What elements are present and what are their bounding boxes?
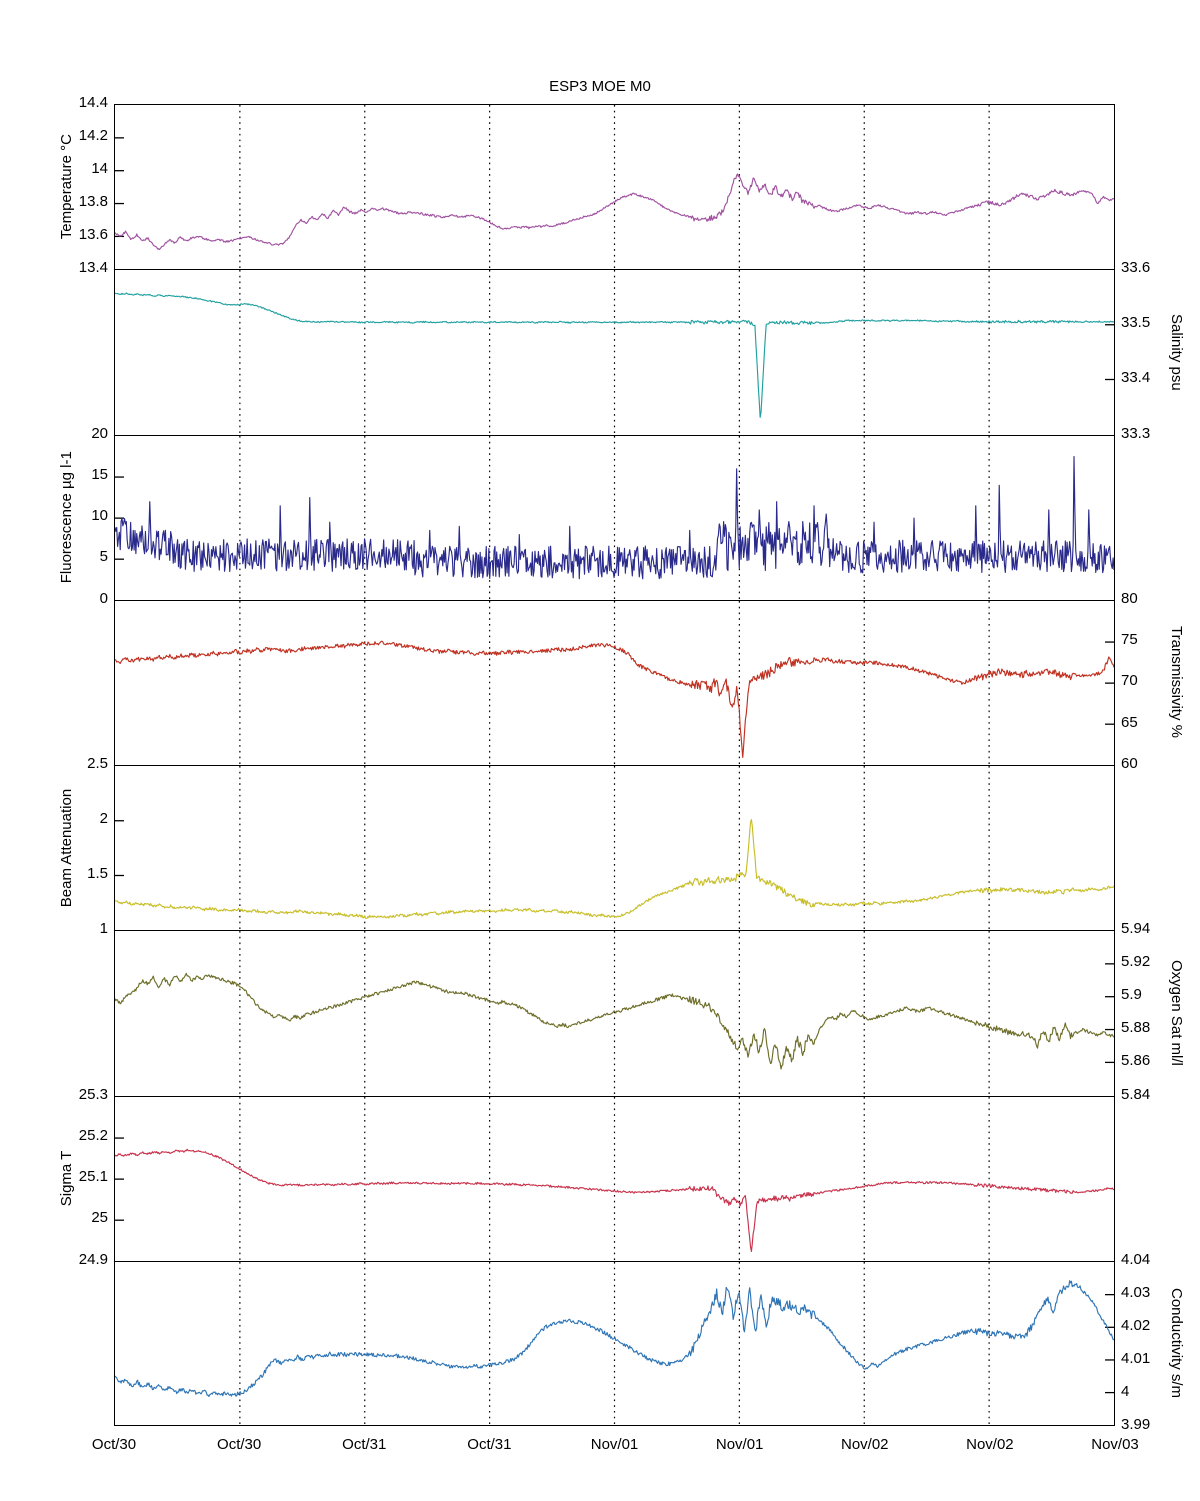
y-tick-label: 4.02	[1121, 1316, 1151, 1334]
axis-label-oxygen-sat: Oxygen Sat ml/l	[1168, 959, 1185, 1066]
y-tick-label: 4.04	[1121, 1250, 1151, 1268]
x-axis-tick-labels: Oct/30 Oct/30 Oct/31 Oct/31 Nov/01 Nov/01 Nov/…	[0, 1436, 1200, 1460]
y-tick-label: 20	[91, 424, 108, 442]
y-tick-label: 2	[99, 810, 108, 828]
x-tick-label: Oct/30	[217, 1436, 262, 1453]
x-tick-label: Nov/02	[966, 1436, 1014, 1453]
panel-stack	[114, 104, 1115, 1426]
series-line-salinity	[115, 292, 1114, 419]
series-line-oxygen-sat	[115, 973, 1114, 1070]
y-tick-label: 2.5	[87, 755, 108, 772]
plot-area-oxygen-sat	[115, 931, 1114, 1096]
y-tick-label: 75	[1121, 631, 1138, 649]
plot-area-beam-attenuation	[115, 766, 1114, 931]
y-tick-label: 25.3	[78, 1085, 108, 1103]
series-line-sigma-t	[115, 1148, 1114, 1252]
y-tick-label: 5.86	[1121, 1052, 1151, 1070]
x-tick-label: Oct/31	[342, 1436, 387, 1453]
y-tick-label: 1	[99, 920, 108, 938]
y-tick-label: 5.84	[1121, 1085, 1151, 1103]
y-tick-label: 13.4	[78, 259, 108, 277]
y-tick-label: 15	[91, 465, 108, 483]
series-line-fluorescence	[115, 455, 1114, 579]
y-tick-label: 4	[1121, 1382, 1130, 1400]
y-tick-label: 60	[1121, 755, 1138, 772]
y-tick-label: 65	[1121, 713, 1138, 731]
panel-conductivity	[114, 1260, 1115, 1426]
plot-area-salinity	[115, 270, 1114, 435]
plot-area-fluorescence	[115, 435, 1114, 600]
y-tick-label: 0	[99, 589, 108, 607]
y-tick-label: 25.2	[78, 1126, 108, 1144]
y-tick-label: 33.3	[1121, 424, 1151, 442]
panel-oxygen-sat	[114, 930, 1115, 1096]
series-line-transmissivity	[115, 640, 1114, 758]
plot-area-conductivity	[115, 1261, 1114, 1425]
axis-label-sigma-t: Sigma T	[58, 1150, 75, 1206]
panel-fluorescence	[114, 434, 1115, 600]
y-tick-label: 1.5	[87, 865, 108, 883]
y-tick-label: 4.03	[1121, 1283, 1151, 1301]
plot-area-transmissivity	[115, 600, 1114, 765]
y-tick-label: 80	[1121, 589, 1138, 607]
series-line-temperature	[115, 173, 1114, 251]
x-tick-label: Oct/30	[91, 1436, 137, 1453]
y-tick-label: 13.6	[78, 226, 108, 244]
plot-area-temperature	[115, 105, 1114, 270]
y-tick-label: 4.01	[1121, 1349, 1151, 1367]
axis-label-fluorescence: Fluorescence µg l-1	[58, 451, 75, 584]
y-tick-label: 5.88	[1121, 1019, 1151, 1037]
chart-title: ESP3 MOE M0	[549, 78, 651, 95]
y-tick-label: 13.8	[78, 193, 108, 211]
axis-label-conductivity: Conductivity s/m	[1168, 1288, 1185, 1399]
axis-label-salinity: Salinity psu	[1168, 313, 1185, 391]
x-tick-label: Nov/01	[590, 1436, 639, 1453]
y-tick-label: 14.2	[78, 127, 108, 145]
plot-area-sigma-t	[115, 1096, 1114, 1261]
y-tick-label: 10	[91, 507, 108, 525]
y-tick-label: 5	[99, 548, 108, 566]
y-tick-label: 33.4	[1121, 369, 1151, 387]
panel-beam-attenuation	[114, 765, 1115, 931]
y-tick-label: 5.94	[1121, 920, 1151, 938]
y-tick-label: 5.92	[1121, 953, 1151, 971]
axis-label-beam-attenuation: Beam Attenuation	[58, 788, 75, 907]
axis-label-transmissivity: Transmissivity %	[1168, 626, 1185, 739]
y-tick-label: 3.99	[1121, 1416, 1151, 1433]
y-tick-label: 33.6	[1121, 259, 1151, 277]
panel-salinity	[114, 269, 1115, 435]
y-tick-label: 14	[91, 160, 108, 178]
series-line-conductivity	[115, 1279, 1114, 1397]
x-tick-label: Nov/02	[840, 1436, 889, 1453]
y-tick-label: 25.1	[78, 1168, 108, 1186]
series-line-beam-attenuation	[115, 818, 1114, 919]
axis-label-temperature: Temperature °C	[58, 134, 75, 240]
panel-temperature	[114, 104, 1115, 270]
x-tick-label: Oct/31	[467, 1436, 512, 1453]
y-tick-label: 25	[91, 1209, 108, 1227]
y-tick-label: 14.4	[78, 94, 108, 111]
y-tick-label: 5.9	[1121, 986, 1142, 1004]
panel-sigma-t	[114, 1095, 1115, 1261]
panel-transmissivity	[114, 599, 1115, 765]
x-tick-label: Nov/01	[715, 1436, 764, 1453]
y-tick-label: 33.5	[1121, 314, 1151, 332]
y-tick-label: 70	[1121, 672, 1138, 690]
x-tick-label: Nov/03	[1091, 1436, 1139, 1453]
y-tick-label: 24.9	[78, 1250, 108, 1268]
